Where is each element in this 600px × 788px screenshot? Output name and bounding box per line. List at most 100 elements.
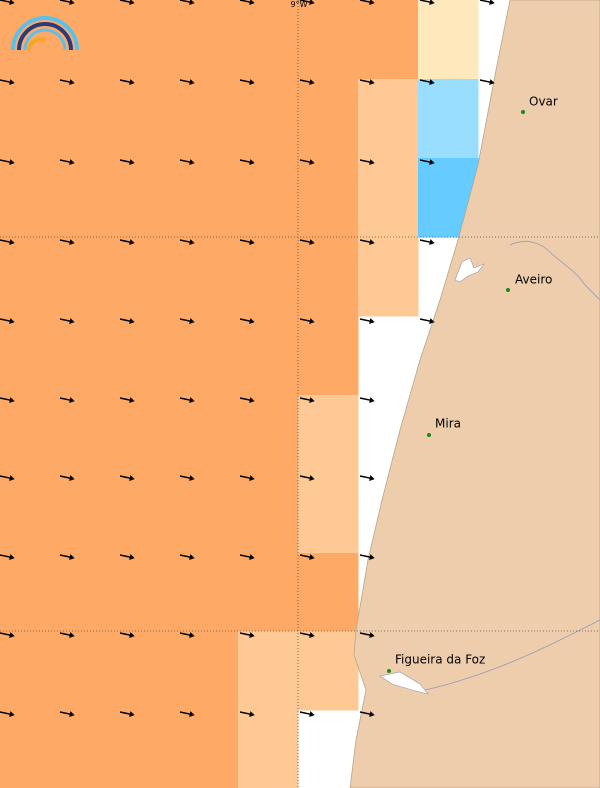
arrow-head [309,475,315,482]
arrow-head [309,79,315,86]
arrow-head [249,397,255,404]
wave-cell [358,79,419,159]
arrow-head [489,79,495,86]
wind-arrow [299,632,315,639]
arrow-head [249,318,255,325]
wind-arrow [419,79,435,86]
arrow-head [309,397,315,404]
wind-arrow [359,318,375,325]
arrow-head [189,239,195,246]
arrow-head [369,554,375,561]
wind-arrow [119,79,135,86]
arrow-head [369,79,375,86]
place-label: Aveiro [515,273,552,287]
wind-arrow [299,79,315,86]
wave-cell [120,237,181,317]
wind-arrow [179,318,195,325]
wave-cell [180,237,239,317]
wave-cell [358,237,419,317]
wind-arrow [299,711,315,718]
wind-arrow [419,159,435,166]
wave-cell [0,0,61,80]
wind-arrow [0,239,15,246]
arrow-head [189,632,195,639]
wave-cell [180,474,239,554]
arrow-head [69,79,75,86]
wind-arrow [179,0,195,6]
arrow-head [69,159,75,166]
wave-cell [60,79,121,159]
wind-arrow [299,239,315,246]
arrow-head [9,159,15,166]
wave-cell [60,395,121,475]
wave-cell [60,158,121,238]
arrow-head [189,711,195,718]
arrow-head [249,0,255,6]
wind-arrow [59,475,75,482]
arrow-head [189,159,195,166]
wave-cell [238,158,299,238]
wind-arrow [179,632,195,639]
wave-cell [120,316,181,396]
river [509,241,600,301]
wind-arrow [179,239,195,246]
wave-cell [298,0,359,80]
wind-arrow [419,0,435,6]
wave-cell [298,395,359,475]
arrow-head [249,475,255,482]
arrow-head [129,79,135,86]
arrow-head [9,475,15,482]
wind-arrow [179,475,195,482]
arrow-head [249,79,255,86]
wind-arrow [0,711,15,718]
wind-arrow [359,554,375,561]
wind-arrow [239,239,255,246]
wave-cell [60,237,121,317]
arrow-head [249,632,255,639]
wind-arrow [119,239,135,246]
wave-cell [120,79,181,159]
wind-arrow [59,318,75,325]
river [424,619,600,691]
wind-arrow [299,159,315,166]
wind-arrow [239,397,255,404]
graticule-label: 9°W [291,0,308,9]
wind-arrow [179,397,195,404]
arrow-head [249,159,255,166]
arrow-head [129,475,135,482]
wind-arrow [179,711,195,718]
arrow-head [129,239,135,246]
wind-arrow [0,475,15,482]
arrow-head [69,632,75,639]
wave-cell [120,158,181,238]
arrow-head [129,0,135,6]
wind-arrow [0,397,15,404]
arrow-head [9,0,15,6]
arrow-head [129,632,135,639]
wind-arrow [59,554,75,561]
wind-arrow [299,0,315,6]
arrow-head [69,475,75,482]
wave-cell [60,710,121,788]
arrow-head [9,239,15,246]
arrow-head [189,554,195,561]
arrow-head [189,475,195,482]
arrow-head [429,159,435,166]
wave-cell [180,395,239,475]
wind-arrow [59,632,75,639]
wind-arrow [119,475,135,482]
arrow-head [429,239,435,246]
wave-cell [0,316,61,396]
place-label: Figueira da Foz [395,653,485,667]
arrow-head [249,711,255,718]
wave-cell [0,79,61,159]
wave-cell [238,474,299,554]
arrow-head [369,397,375,404]
wave-cell [238,631,299,711]
wave-cell [60,553,121,632]
arrow-head [9,397,15,404]
wind-arrow [239,632,255,639]
wind-arrow [179,79,195,86]
arrow-head [69,239,75,246]
